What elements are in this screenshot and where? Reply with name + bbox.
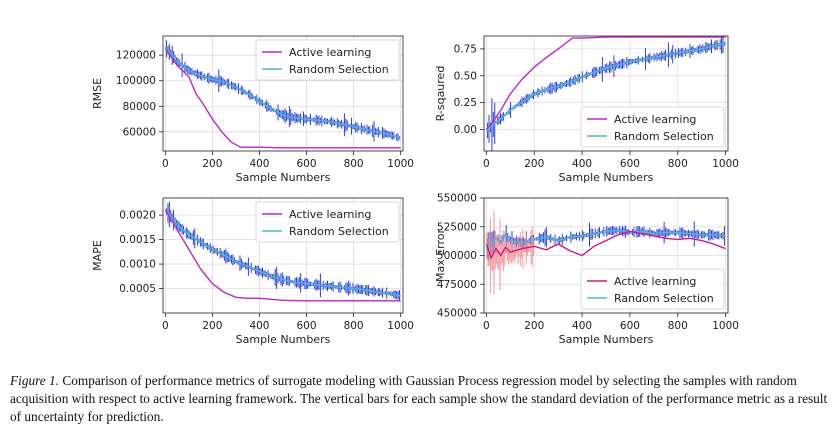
y-tick-label: 0.00 [454,124,477,136]
x-tick-label: 400 [572,158,592,170]
figure-caption: Figure 1. Comparison of performance metr… [10,372,830,426]
y-tick-label: 500000 [437,250,477,262]
x-tick-label: 800 [668,158,688,170]
x-axis-label: Sample Numbers [559,333,654,346]
legend: Active learning Random Selection [580,106,725,148]
caption-text: Comparison of performance metrics of sur… [10,373,828,424]
chart-r2: 0 200 400 600 800 1000 0.00 0.25 0.50 0.75 Sample … [434,35,739,184]
x-tick-label: 200 [524,320,544,332]
x-tick-label: 1000 [712,158,739,170]
x-tick-label: 600 [297,158,317,170]
x-tick-label: 1000 [712,320,739,332]
x-tick-label: 200 [202,320,222,332]
legend-box [255,39,400,81]
y-tick-label: 0.0020 [119,210,156,222]
y-axis-label: R-sqaured [434,66,447,122]
legend-box [580,106,725,148]
chart-mape: 0 200 400 600 800 1000 0.0005 0.0010 0.0015 0.002… [91,197,414,346]
chart-maxerr: 0 200 400 600 800 1000 450000 475000 500000 52500… [434,193,739,347]
y-tick-label: 0.0015 [119,234,156,246]
series-line-random [485,229,726,251]
x-tick-label: 800 [668,320,688,332]
x-tick-label: 1000 [387,320,414,332]
series-line-random [164,47,401,139]
x-tick-label: 0 [483,320,490,332]
legend-label-random: Random Selection [289,63,389,76]
x-tick-label: 0 [162,158,169,170]
caption-label: Figure 1. [10,373,59,388]
x-tick-label: 200 [524,158,544,170]
x-tick-label: 400 [249,158,269,170]
y-tick-label: 60000 [123,126,156,138]
x-tick-label: 800 [344,320,364,332]
x-axis-label: Sample Numbers [559,171,654,184]
plot-frame [483,35,729,152]
legend-label-active: Active learning [289,208,371,221]
y-tick-label: 100000 [116,75,156,87]
y-tick-label: 0.0005 [119,283,156,295]
y-tick-label: 0.0010 [119,259,156,271]
x-tick-label: 200 [202,158,222,170]
y-tick-label: 550000 [437,193,477,205]
series-line-active [485,36,726,130]
y-tick-label: 120000 [116,50,156,62]
legend-box [580,268,725,310]
plot-frame [162,35,404,152]
y-tick-label: 0.25 [454,97,477,109]
x-tick-label: 1000 [387,158,414,170]
y-axis-label: MAPE [91,240,104,271]
x-tick-label: 400 [249,320,269,332]
figure: 0 200 400 600 800 10006000080000100000120000S… [91,35,739,347]
legend-label-random: Random Selection [614,130,714,143]
legend-box [255,201,400,243]
x-axis-label: Sample Numbers [236,171,331,184]
y-tick-label: 0.75 [454,43,477,55]
x-tick-label: 400 [572,320,592,332]
y-tick-label: 80000 [123,101,156,113]
legend-label-active: Active learning [614,113,696,126]
series-line-active [485,230,726,260]
y-tick-label: 475000 [437,279,477,291]
series-line-active [164,209,401,302]
plot-frame [162,197,404,314]
x-tick-label: 600 [297,320,317,332]
legend-label-random: Random Selection [289,225,389,238]
y-axis-label: Max Error [434,229,447,283]
legend: Active learning Random Selection [580,268,725,310]
y-tick-label: 0.50 [454,70,477,82]
series-line-active [164,48,401,149]
x-tick-label: 0 [483,158,490,170]
x-tick-label: 800 [344,158,364,170]
series-line-random [485,42,726,133]
legend-label-active: Active learning [289,46,371,59]
legend: Active learning Random Selection [255,201,400,243]
x-axis-label: Sample Numbers [236,333,331,346]
y-tick-label: 525000 [437,221,477,233]
x-tick-label: 600 [620,320,640,332]
legend-label-random: Random Selection [614,292,714,305]
x-tick-label: 600 [620,158,640,170]
chart-rmse: 0 200 400 600 800 1000 60000 80000 100000 120000 S… [91,35,414,184]
y-axis-label: RMSE [91,78,104,109]
y-tick-label: 450000 [437,308,477,320]
legend: Active learning Random Selection [255,39,400,81]
x-tick-label: 0 [162,320,169,332]
legend-label-active: Active learning [614,275,696,288]
series-line-random [164,209,401,297]
